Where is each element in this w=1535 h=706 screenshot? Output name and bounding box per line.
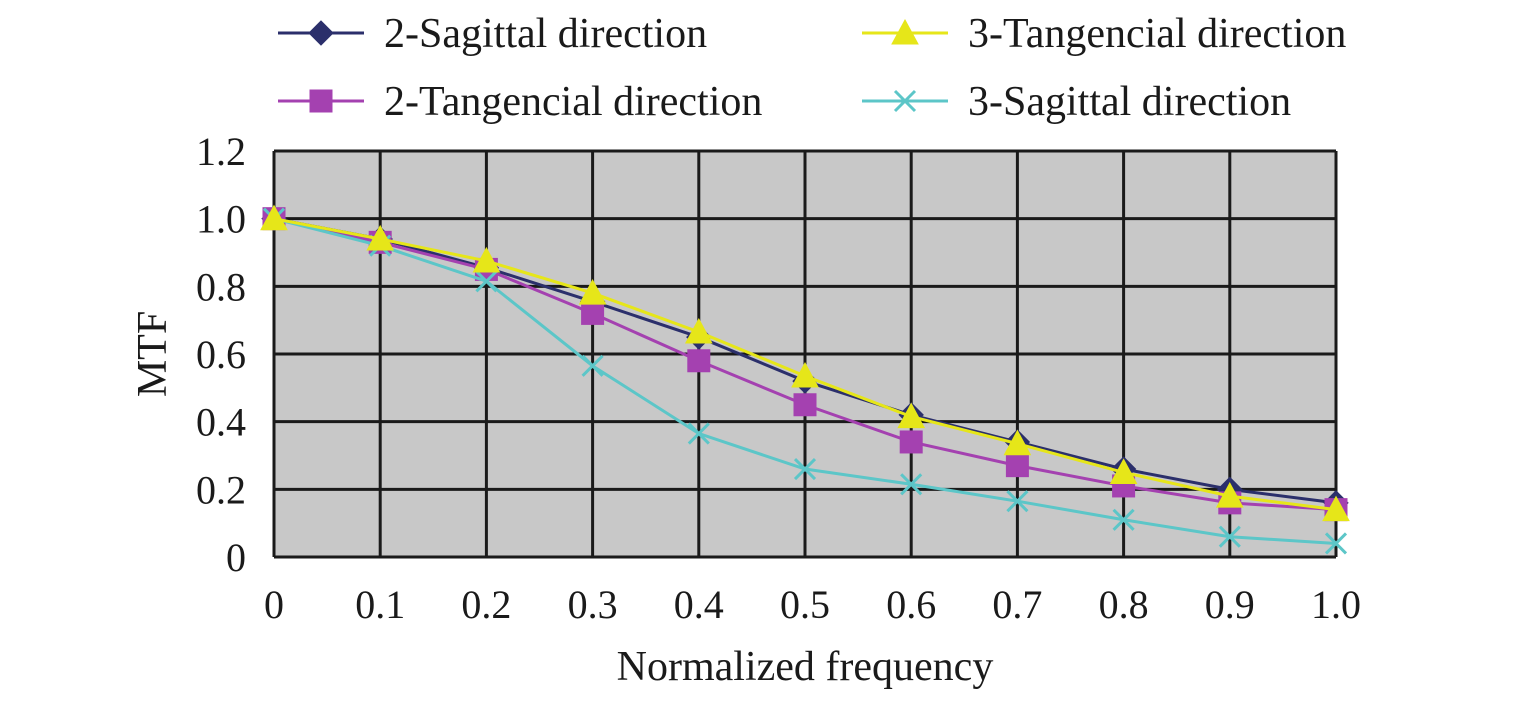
- data-point-square: [899, 430, 923, 454]
- data-point-triangle: [1109, 458, 1138, 484]
- y-tick-label: 0.6: [196, 332, 246, 377]
- data-point-triangle: [791, 361, 819, 388]
- legend-item: 2-Sagittal direction: [278, 11, 707, 57]
- data-point-x: [581, 354, 604, 377]
- x-tick-label: 1.0: [1311, 582, 1361, 627]
- legend: 2-Sagittal direction 3-Tangencial directi…: [278, 11, 1346, 125]
- data-point-triangle: [260, 204, 288, 231]
- legend-label: 2-Tangencial direction: [384, 79, 762, 125]
- x-tick-label: 0.4: [674, 582, 724, 627]
- series-group: [260, 204, 1350, 555]
- x-tick-label: 0.9: [1205, 582, 1255, 627]
- x-tick-label: 0.3: [568, 582, 618, 627]
- legend-marker-square: [309, 89, 333, 113]
- data-point-x: [1324, 532, 1348, 555]
- data-point-triangle: [472, 246, 501, 273]
- data-point-x: [1112, 508, 1135, 531]
- data-point-triangle: [1003, 429, 1032, 456]
- x-tick-label: 0.5: [780, 582, 830, 627]
- y-tick-label: 0.4: [196, 400, 246, 445]
- legend-item: 2-Tangencial direction: [278, 79, 762, 125]
- legend-marker-diamond: [308, 20, 334, 46]
- data-point-x: [793, 457, 817, 481]
- data-point-triangle: [1215, 482, 1244, 508]
- legend-marker-x: [893, 89, 917, 113]
- y-axis-ticks: 0 0.2 0.4 0.6 0.8 1.0 1.2: [196, 129, 246, 580]
- x-axis-title: Normalized frequency: [617, 644, 994, 690]
- x-axis-ticks: 0 0.1 0.2 0.3 0.4 0.5 0.6 0.7 0.8 0.9 1.0: [264, 582, 1361, 627]
- series-triangle: [260, 204, 1350, 522]
- y-axis-title: MTF: [130, 311, 176, 397]
- x-tick-label: 0.8: [1099, 582, 1149, 627]
- data-point-x: [687, 422, 710, 445]
- legend-label: 2-Sagittal direction: [384, 11, 707, 57]
- legend-label: 3-Sagittal direction: [968, 79, 1291, 125]
- data-point-square: [687, 349, 711, 373]
- data-point-triangle: [578, 279, 607, 305]
- legend-label: 3-Tangencial direction: [968, 11, 1346, 57]
- data-point-triangle: [1322, 495, 1350, 522]
- data-point-square: [581, 301, 605, 325]
- x-tick-label: 0.7: [992, 582, 1042, 627]
- data-point-triangle: [366, 224, 395, 251]
- legend-item: 3-Tangencial direction: [862, 11, 1346, 57]
- data-point-x: [900, 473, 923, 496]
- data-point-square: [793, 393, 817, 417]
- data-point-x: [1218, 525, 1241, 548]
- y-tick-label: 0.8: [196, 264, 246, 309]
- data-point-triangle: [897, 402, 926, 429]
- x-tick-label: 0.1: [355, 582, 405, 627]
- y-tick-label: 1.0: [196, 197, 246, 242]
- y-tick-label: 1.2: [196, 129, 246, 174]
- x-tick-label: 0: [264, 582, 284, 627]
- data-point-x: [475, 270, 498, 293]
- y-tick-label: 0.2: [196, 467, 246, 512]
- legend-marker-triangle: [891, 18, 919, 45]
- data-point-triangle: [684, 317, 713, 344]
- data-point-square: [1005, 454, 1029, 478]
- data-point-x: [1006, 490, 1029, 513]
- y-tick-label: 0: [226, 535, 246, 580]
- x-tick-label: 0.2: [461, 582, 511, 627]
- x-tick-label: 0.6: [886, 582, 936, 627]
- legend-item: 3-Sagittal direction: [862, 79, 1291, 125]
